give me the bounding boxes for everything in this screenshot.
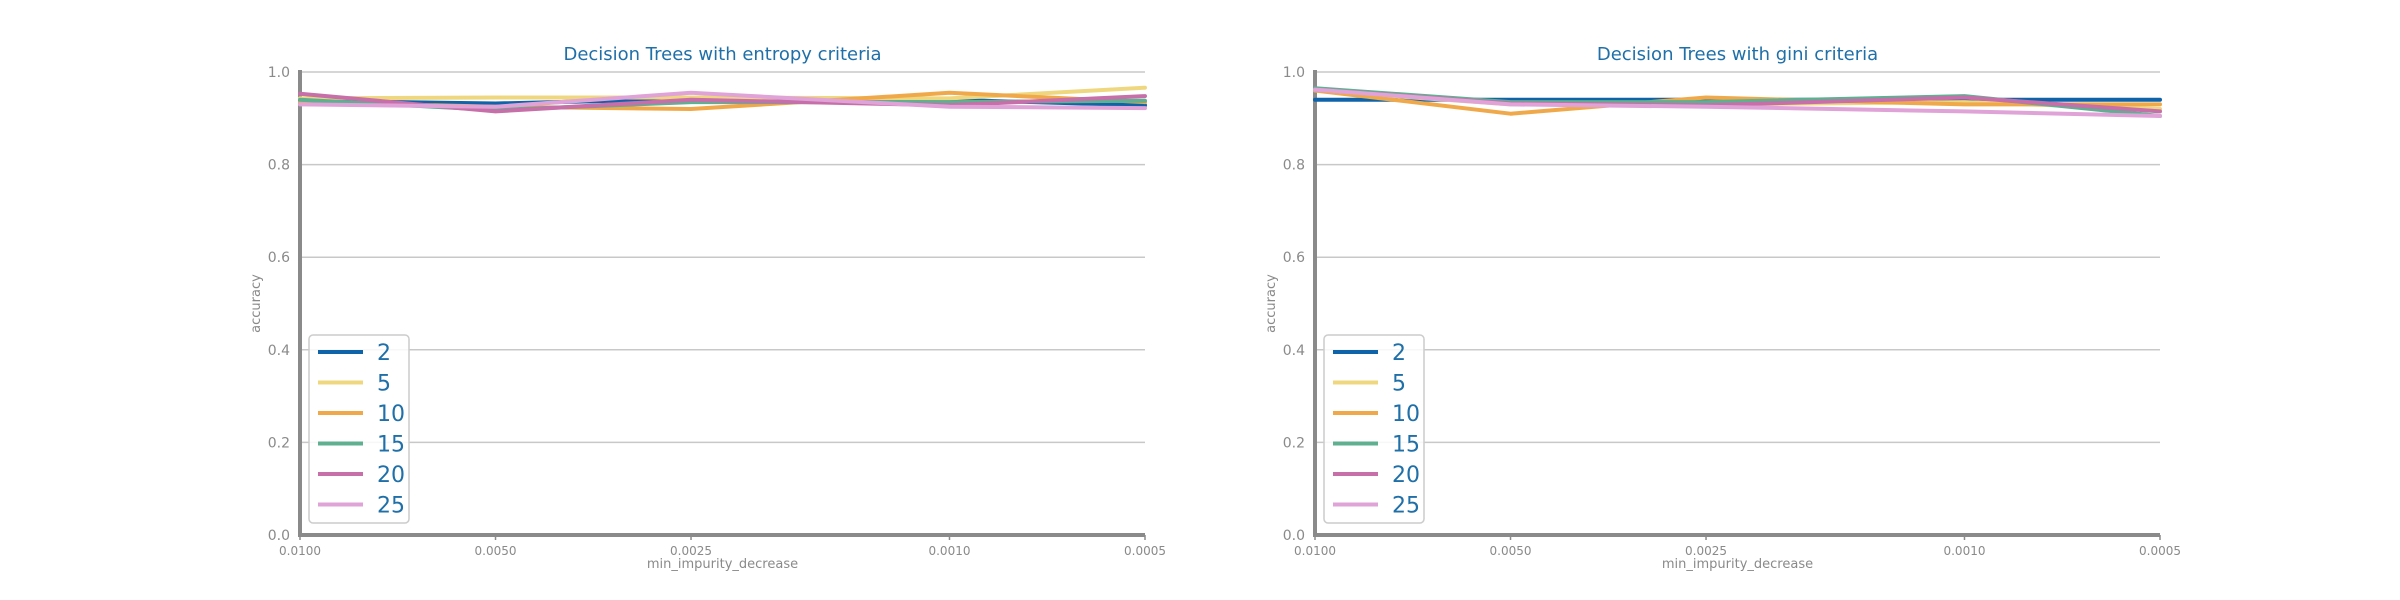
x-tick-label: 0.0025	[670, 544, 712, 558]
legend-label: 20	[1392, 463, 1420, 488]
legend-label: 15	[1392, 433, 1420, 458]
legend-label: 2	[377, 341, 391, 366]
legend-label: 10	[377, 402, 405, 427]
legend-label: 20	[377, 463, 405, 488]
legend-entry: 25	[1333, 494, 1420, 519]
x-axis-label: min_impurity_decrease	[647, 557, 798, 572]
chart-2: 0.0 0.2 0.4 0.6 0.8 1.0 0.0100 0.0050 0.0025 0.00…	[1264, 44, 2181, 572]
x-tick-label: 0.0050	[475, 544, 517, 558]
y-axis-label: accuracy	[249, 274, 264, 333]
y-tick-label: 0.0	[268, 528, 290, 544]
y-tick-label: 1.0	[1283, 65, 1305, 81]
series-line-25	[298, 90, 1147, 111]
legend-entry: 2	[1333, 341, 1406, 366]
y-tick-label: 0.2	[1283, 435, 1305, 451]
legend-entry: 25	[318, 494, 405, 519]
legend-entry: 20	[1333, 463, 1420, 488]
series-line-25	[1313, 87, 2162, 118]
y-tick-label: 1.0	[268, 65, 290, 81]
y-axis-label: accuracy	[1264, 274, 1279, 333]
y-tick-label: 0.8	[268, 158, 290, 174]
y-tick-label: 0.6	[1283, 250, 1305, 266]
legend-label: 15	[377, 433, 405, 458]
y-tick-label: 0.2	[268, 435, 290, 451]
legend-label: 2	[1392, 341, 1406, 366]
x-tick-label: 0.0100	[1294, 544, 1336, 558]
x-tick-label: 0.0025	[1685, 544, 1727, 558]
x-tick-label: 0.0005	[1124, 544, 1166, 558]
legend-label: 10	[1392, 402, 1420, 427]
chart-title: Decision Trees with gini criteria	[1597, 44, 1878, 65]
chart-title: Decision Trees with entropy criteria	[563, 44, 881, 65]
legend-label: 5	[1392, 372, 1406, 397]
legend-label: 5	[377, 372, 391, 397]
legend-entry: 10	[318, 402, 405, 427]
legend-entry: 15	[318, 433, 405, 458]
x-tick-label: 0.0010	[928, 544, 970, 558]
x-tick-label: 0.0050	[1490, 544, 1532, 558]
legend-label: 25	[377, 494, 405, 519]
x-tick-label: 0.0100	[279, 544, 321, 558]
y-tick-label: 0.4	[268, 343, 290, 359]
legend-entry: 2	[318, 341, 391, 366]
x-tick-label: 0.0005	[2139, 544, 2181, 558]
legend-entry: 10	[1333, 402, 1420, 427]
y-tick-label: 0.6	[268, 250, 290, 266]
y-tick-label: 0.8	[1283, 158, 1305, 174]
x-tick-label: 0.0010	[1943, 544, 1985, 558]
legend-entry: 20	[318, 463, 405, 488]
y-tick-label: 0.4	[1283, 343, 1305, 359]
legend-entry: 15	[1333, 433, 1420, 458]
legend-entry: 5	[1333, 372, 1406, 397]
x-axis-label: min_impurity_decrease	[1662, 557, 1813, 572]
chart-1: 0.0 0.2 0.4 0.6 0.8 1.0 0.0100 0.0050 0.0025 0.00…	[249, 44, 1166, 572]
legend-label: 25	[1392, 494, 1420, 519]
y-tick-label: 0.0	[1283, 528, 1305, 544]
legend-entry: 5	[318, 372, 391, 397]
